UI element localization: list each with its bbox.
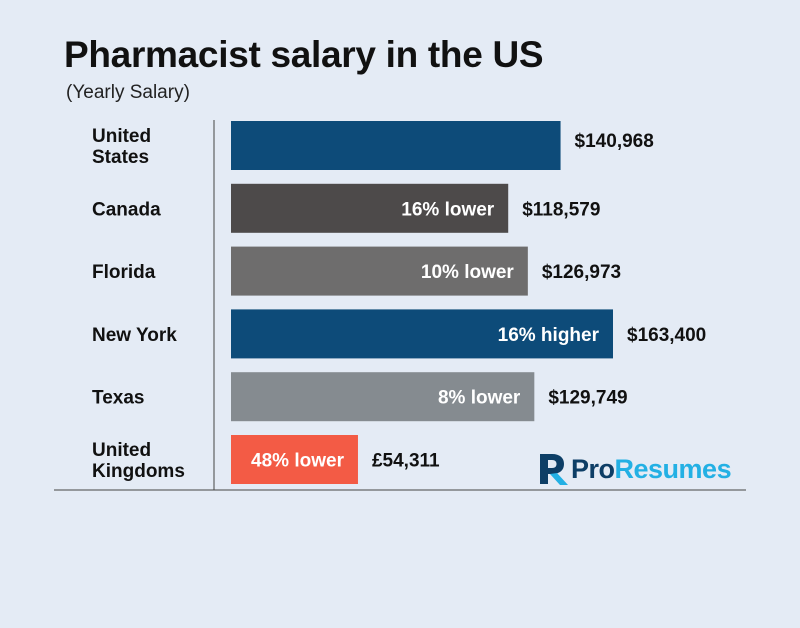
value-label-1: $118,579 <box>522 199 600 220</box>
category-label-4: Texas <box>92 388 144 409</box>
logo-resumes-text: Resumes <box>614 453 732 484</box>
value-label-5: £54,311 <box>372 451 440 472</box>
bar-percent-label-2: 10% lower <box>421 262 515 283</box>
proresumes-logo-icon <box>540 454 568 485</box>
bar-2 <box>231 246 528 296</box>
bar-percent-label-1: 16% lower <box>401 199 495 220</box>
value-label-2: $126,973 <box>542 262 621 283</box>
bar-3 <box>231 309 613 359</box>
category-label-1: Canada <box>92 199 161 220</box>
value-label-3: $163,400 <box>627 325 706 346</box>
chart-subtitle: (Yearly Salary) <box>66 82 190 103</box>
category-label-5-line-0: United <box>92 440 151 461</box>
value-label-0: $140,968 <box>575 131 654 152</box>
logo-pro-text: Pro <box>571 453 615 484</box>
bar-0 <box>231 121 561 170</box>
category-label-5-line-1: Kingdoms <box>92 461 185 482</box>
bar-1 <box>231 183 509 233</box>
category-label-3: New York <box>92 325 177 346</box>
category-label-0-line-0: United <box>92 126 151 147</box>
value-label-4: $129,749 <box>548 388 627 409</box>
category-label-2: Florida <box>92 262 156 283</box>
bar-5 <box>231 435 358 484</box>
bar-percent-label-3: 16% higher <box>498 325 600 346</box>
proresumes-logo: ProResumes <box>537 452 732 486</box>
category-label-0-line-1: States <box>92 147 149 168</box>
bar-percent-label-4: 8% lower <box>438 388 521 409</box>
chart-title: Pharmacist salary in the US <box>64 34 544 75</box>
bar-4 <box>231 372 535 422</box>
bar-percent-label-5: 48% lower <box>251 451 345 472</box>
logo-text: ProResumes <box>571 453 732 485</box>
